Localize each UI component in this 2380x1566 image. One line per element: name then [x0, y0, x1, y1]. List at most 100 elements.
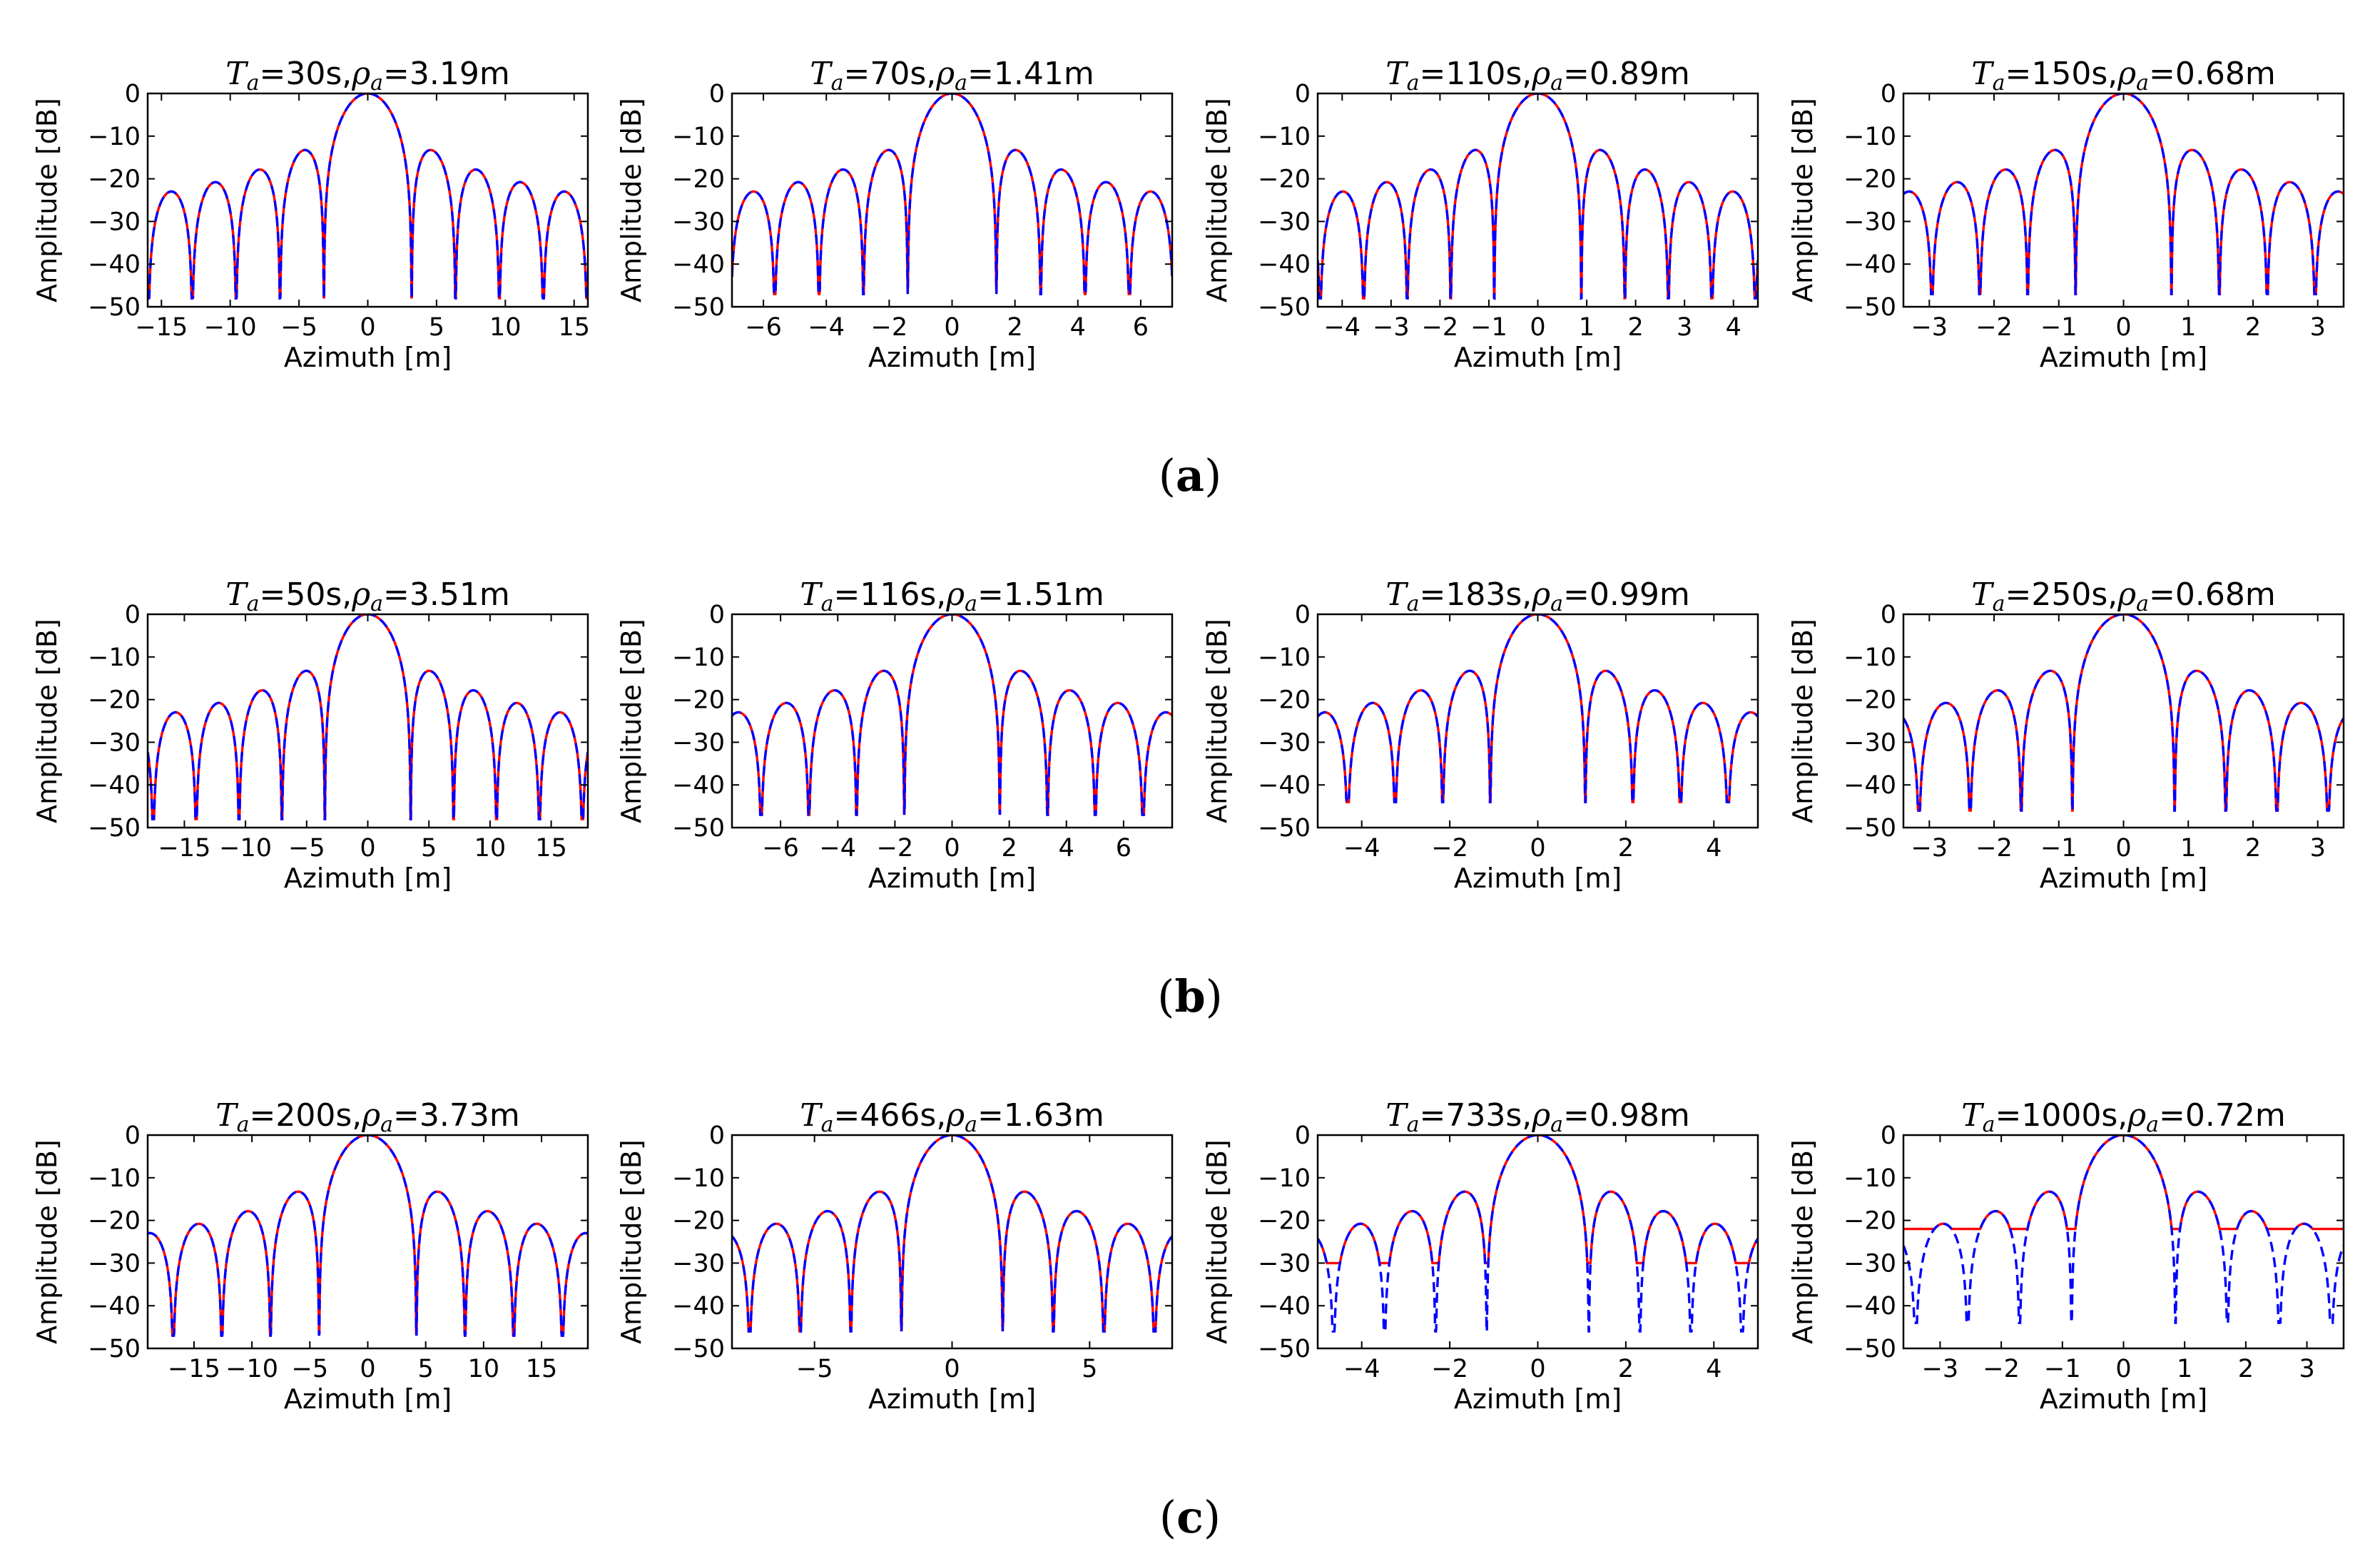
title-ta-value: 250 — [2031, 576, 2091, 613]
y-tick-label: −40 — [1258, 250, 1311, 279]
title-units: m — [2245, 56, 2276, 92]
title-symbol-rho: ρ — [2117, 56, 2136, 92]
series-line-dashed — [732, 1135, 1172, 1333]
title-equals: = — [249, 1097, 275, 1134]
y-tick-label: −50 — [672, 1335, 725, 1363]
y-tick-label: −20 — [672, 1207, 725, 1236]
title-ta-value: 70 — [870, 56, 910, 92]
title-subscript: a — [2136, 71, 2149, 96]
x-axis-label: Azimuth [m] — [868, 863, 1036, 894]
title-subscript: a — [247, 591, 260, 616]
y-tick-label: −50 — [88, 293, 141, 322]
title-equals: = — [2005, 56, 2031, 92]
title-equals: = — [2159, 1097, 2185, 1134]
title-symbol-rho: ρ — [2117, 576, 2136, 613]
x-tick-label: −3 — [1373, 313, 1410, 342]
series-line-dashed — [1903, 1135, 2344, 1324]
x-axis-label: Azimuth [m] — [284, 1383, 452, 1415]
title-symbol-rho: ρ — [361, 1097, 380, 1134]
title-subscript: a — [1550, 71, 1563, 96]
title-equals: = — [259, 576, 285, 613]
title-subscript: a — [965, 591, 977, 616]
x-tick-label: 5 — [418, 1355, 434, 1383]
y-tick-label: 0 — [1295, 80, 1311, 108]
x-tick-label: 4 — [1059, 834, 1074, 863]
x-tick-label: −15 — [168, 1355, 220, 1383]
title-subscript: a — [831, 71, 844, 96]
y-tick-label: −30 — [1844, 208, 1896, 236]
x-tick-label: 3 — [1677, 313, 1692, 342]
x-axis-label: Azimuth [m] — [1454, 342, 1622, 373]
y-tick-label: −30 — [672, 1249, 725, 1278]
y-tick-label: 0 — [1881, 601, 1896, 629]
y-tick-label: −20 — [1258, 166, 1311, 194]
title-separator: s, — [325, 576, 352, 613]
title-ta-value: 110 — [1445, 56, 1505, 92]
y-axis-label: Amplitude [dB] — [616, 98, 647, 302]
y-tick-label: −50 — [88, 1335, 141, 1363]
x-axis-label: Azimuth [m] — [868, 1383, 1036, 1415]
x-axis-label: Azimuth [m] — [868, 342, 1036, 373]
y-tick-label: −40 — [88, 250, 141, 279]
curves — [732, 1135, 1172, 1333]
title-subscript: a — [370, 71, 383, 96]
x-tick-label: 10 — [468, 1355, 500, 1383]
curves — [732, 93, 1172, 295]
axes-frame — [146, 613, 589, 829]
title-subscript: a — [247, 71, 260, 96]
y-tick-label: −40 — [1844, 771, 1896, 800]
title-rho-value: 1.51 — [1004, 576, 1074, 613]
axes-frame — [1316, 613, 1759, 829]
curves — [1903, 1135, 2344, 1324]
axes-frame — [731, 613, 1174, 829]
y-tick-label: −50 — [88, 814, 141, 843]
panel-letter: a — [1176, 449, 1204, 502]
y-tick-label: −40 — [1844, 250, 1896, 279]
subplot-title: Ta=70s,ρa=1.41m — [810, 56, 1094, 96]
series-line-solid — [1318, 1135, 1758, 1265]
x-tick-label: 15 — [558, 313, 590, 342]
paren-open: ( — [1157, 970, 1174, 1022]
title-equals: = — [843, 56, 870, 92]
title-separator: s, — [910, 56, 936, 92]
y-tick-label: −20 — [1258, 686, 1311, 715]
y-tick-label: −30 — [1844, 1249, 1896, 1278]
axes-frame — [146, 92, 589, 308]
x-axis-label: Azimuth [m] — [2040, 1383, 2207, 1415]
y-tick-label: −20 — [88, 1207, 141, 1236]
x-tick-label: −4 — [808, 313, 845, 342]
x-tick-label: 2 — [1618, 1355, 1634, 1383]
title-equals: = — [1419, 1097, 1445, 1134]
y-tick-label: −40 — [1258, 771, 1311, 800]
panel-label-a: (a) — [1159, 449, 1222, 502]
panel-label-c: (c) — [1159, 1491, 1221, 1543]
x-tick-label: 15 — [535, 834, 567, 863]
y-tick-label: 0 — [1881, 80, 1896, 108]
title-equals: = — [393, 1097, 419, 1134]
title-equals: = — [259, 56, 285, 92]
y-axis-label: Amplitude [dB] — [1201, 98, 1233, 302]
y-tick-label: −50 — [1258, 293, 1311, 322]
curves — [1318, 614, 1758, 803]
title-subscript: a — [1983, 1112, 1995, 1137]
title-ta-value: 150 — [2031, 56, 2091, 92]
x-tick-label: 0 — [2115, 834, 2131, 863]
y-axis-label: Amplitude [dB] — [616, 1139, 647, 1344]
x-tick-label: −2 — [1975, 313, 2013, 342]
x-tick-label: 0 — [2115, 1355, 2131, 1383]
x-axis-label: Azimuth [m] — [1454, 1383, 1622, 1415]
paren-close: ) — [1204, 1491, 1221, 1543]
title-symbol-rho: ρ — [1531, 576, 1550, 613]
y-tick-label: −40 — [672, 771, 725, 800]
title-subscript: a — [2136, 591, 2149, 616]
x-tick-label: 0 — [1530, 834, 1545, 863]
title-units: m — [2245, 576, 2276, 613]
y-tick-label: 0 — [1295, 601, 1311, 629]
title-subscript: a — [955, 71, 967, 96]
